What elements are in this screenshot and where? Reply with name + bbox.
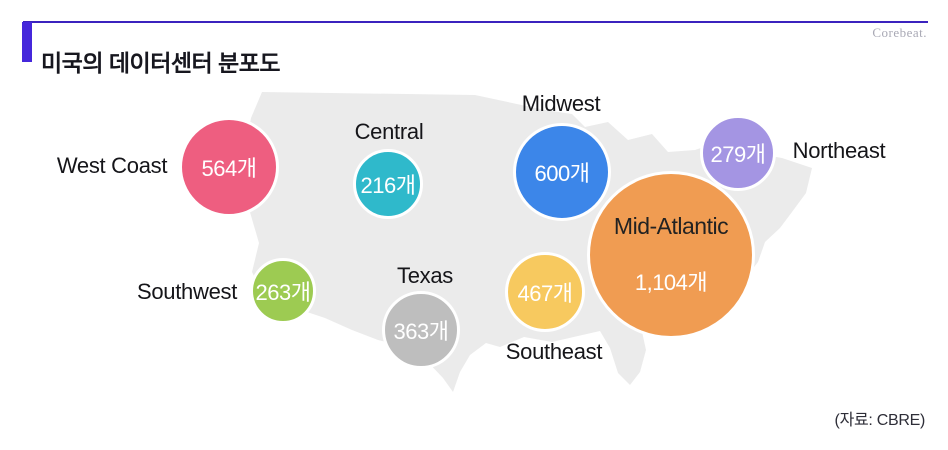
- bubble-midwest-value: 600개: [534, 161, 590, 186]
- header-divider: [23, 21, 928, 23]
- brand-logo: Corebeat.: [872, 25, 927, 40]
- region-label-southeast: Southeast: [505, 339, 603, 364]
- bubble-texas: 363개: [382, 291, 460, 369]
- bubble-southwest-value: 263개: [255, 280, 311, 305]
- bubble-midwest: 600개: [513, 123, 611, 221]
- bubble-southwest: 263개: [250, 258, 316, 324]
- bubble-mid-atlantic-label: Mid-Atlantic: [613, 213, 729, 239]
- bubble-central-value: 216개: [360, 173, 416, 198]
- bubble-mid-atlantic: Mid-Atlantic 1,104개: [587, 171, 755, 339]
- region-label-northeast: Northeast: [792, 138, 886, 163]
- bubble-southeast-value: 467개: [517, 281, 573, 306]
- region-label-midwest: Midwest: [521, 91, 601, 116]
- bubble-central: 216개: [353, 149, 423, 219]
- bubble-mid-atlantic-value: 1,104개: [634, 270, 708, 295]
- bubble-texas-value: 363개: [393, 319, 449, 344]
- bubble-northeast-value: 279개: [710, 142, 766, 167]
- source-note: (자료: CBRE): [834, 412, 926, 429]
- bubble-northeast: 279개: [700, 115, 776, 191]
- title-accent-bar: [22, 22, 32, 62]
- region-label-central: Central: [354, 119, 424, 144]
- region-label-southwest: Southwest: [136, 279, 238, 304]
- region-label-texas: Texas: [397, 263, 453, 288]
- bubble-west-coast: 564개: [179, 117, 279, 217]
- bubble-west-coast-value: 564개: [201, 156, 257, 181]
- bubble-southeast: 467개: [505, 252, 585, 332]
- page-title: 미국의 데이터센터 분포도: [41, 50, 281, 77]
- region-label-west-coast: West Coast: [56, 153, 168, 178]
